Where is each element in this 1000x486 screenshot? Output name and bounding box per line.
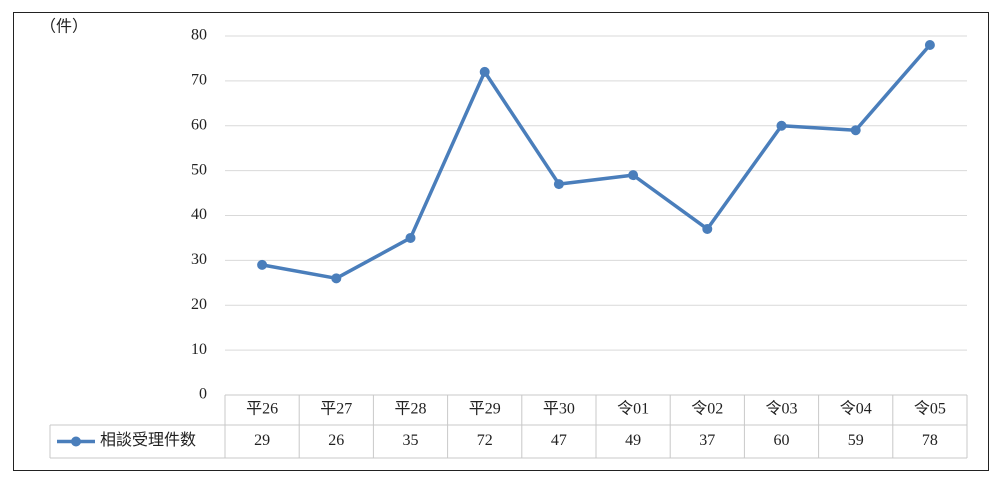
x-tick-label: 令02: [691, 400, 723, 418]
y-tick-label: 0: [199, 386, 207, 403]
table-value: 47: [551, 432, 567, 449]
x-tick-label: 平29: [469, 401, 501, 418]
table-value: 37: [699, 432, 715, 449]
y-tick-label: 50: [191, 161, 207, 178]
table-value: 35: [403, 432, 419, 449]
data-point: [628, 170, 639, 181]
x-tick-label: 平30: [543, 401, 575, 418]
y-tick-label: 70: [191, 72, 207, 89]
x-tick-label: 平26: [246, 401, 278, 418]
y-axis-unit: （件）: [40, 18, 88, 36]
x-tick-label: 平28: [394, 401, 426, 418]
data-point: [553, 179, 564, 190]
y-tick-label: 40: [191, 206, 207, 223]
data-point: [479, 66, 490, 77]
series-line: [261, 43, 932, 281]
x-tick-label: 令03: [765, 400, 797, 418]
data-point: [257, 259, 268, 270]
y-tick-label: 20: [191, 296, 207, 313]
data-point: [776, 120, 787, 131]
legend-marker: [71, 436, 81, 447]
table-value: 60: [774, 432, 790, 449]
x-tick-label: 令04: [840, 400, 872, 418]
y-tick-label: 10: [191, 341, 207, 358]
table-value: 59: [848, 432, 864, 449]
x-tick-label: 令05: [914, 400, 946, 418]
data-point: [924, 39, 935, 50]
chart-frame: [13, 12, 989, 471]
data-point: [850, 125, 861, 136]
table-value: 78: [922, 432, 938, 449]
table-value: 29: [254, 432, 270, 449]
y-tick-label: 60: [191, 116, 207, 133]
table-value: 26: [328, 432, 344, 449]
legend-label: 相談受理件数: [100, 431, 196, 449]
data-point: [331, 273, 342, 284]
x-tick-label: 令01: [617, 400, 649, 418]
y-tick-label: 80: [191, 27, 207, 44]
data-point: [702, 223, 713, 234]
y-tick-label: 30: [191, 251, 207, 268]
data-point: [405, 232, 416, 243]
table-value: 49: [625, 432, 641, 449]
x-tick-label: 平27: [320, 401, 352, 418]
table-value: 72: [477, 432, 493, 449]
